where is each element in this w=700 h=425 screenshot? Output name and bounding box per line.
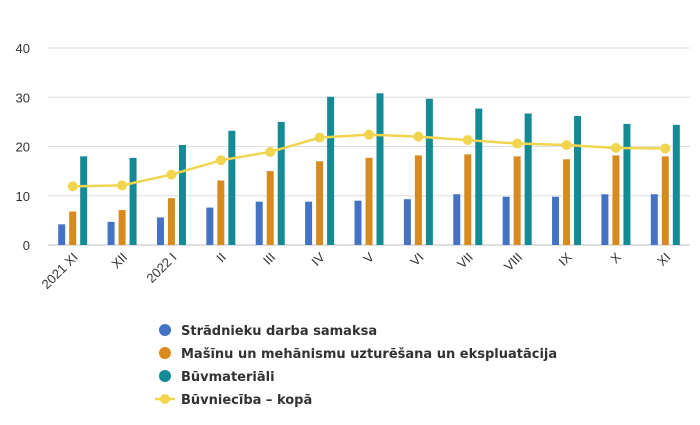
bar-wages[interactable] [58, 224, 66, 245]
legend-marker [159, 347, 171, 359]
legend-point-marker [160, 394, 170, 404]
bar-machinery[interactable] [69, 211, 77, 245]
point-total-construction[interactable] [166, 169, 177, 180]
bar-machinery[interactable] [167, 198, 175, 245]
point-total-construction[interactable] [561, 140, 572, 151]
x-tick-label: V [360, 249, 377, 266]
x-tick-label: VII [454, 250, 476, 272]
y-tick-label: 30 [16, 90, 30, 105]
bar-wages[interactable] [403, 199, 411, 245]
bar-materials[interactable] [228, 130, 236, 245]
x-tick-label: 2022 I [143, 250, 179, 286]
x-tick-label: VI [407, 250, 426, 269]
x-tick-label: VIII [501, 250, 525, 274]
bar-wages[interactable] [156, 217, 164, 245]
x-tick-label: X [607, 249, 624, 266]
legend-label[interactable]: Mašīnu un mehānismu uzturēšana un eksplu… [181, 347, 557, 362]
legend-label[interactable]: Strādnieku darba samaksa [181, 324, 377, 339]
point-total-construction[interactable] [265, 146, 276, 157]
bars-layer [58, 93, 680, 245]
y-tick-label: 0 [23, 238, 30, 253]
y-axis-tick-labels: 0 10 20 30 40 [16, 41, 30, 253]
bar-wages[interactable] [601, 194, 609, 245]
point-total-construction[interactable] [364, 129, 374, 140]
bar-materials[interactable] [425, 98, 433, 245]
bar-materials[interactable] [672, 124, 680, 245]
point-total-construction[interactable] [314, 132, 325, 143]
bar-wages[interactable] [650, 194, 658, 245]
bar-machinery[interactable] [612, 155, 620, 245]
x-tick-label: 2021 XI [39, 250, 81, 292]
bar-machinery[interactable] [464, 154, 472, 245]
bar-wages[interactable] [305, 201, 313, 245]
legend: Strādnieku darba samaksa Mašīnu un mehāni… [155, 324, 557, 408]
bar-materials[interactable] [277, 121, 285, 245]
bar-machinery[interactable] [217, 180, 225, 245]
bar-materials[interactable] [623, 123, 631, 245]
point-total-construction[interactable] [413, 131, 424, 142]
y-tick-label: 20 [16, 140, 30, 155]
line-layer [67, 129, 671, 192]
bar-machinery[interactable] [118, 210, 126, 245]
bar-machinery[interactable] [365, 157, 373, 245]
bar-materials[interactable] [574, 115, 582, 245]
bar-materials[interactable] [327, 96, 335, 245]
bar-wages[interactable] [453, 194, 461, 245]
x-tick-label: IX [555, 249, 575, 269]
bar-machinery[interactable] [513, 156, 521, 245]
bar-machinery[interactable] [563, 159, 571, 245]
legend-label[interactable]: Būvmateriāli [181, 370, 275, 385]
bar-wages[interactable] [502, 196, 510, 245]
point-total-construction[interactable] [610, 142, 621, 153]
legend-marker [159, 370, 171, 382]
bar-wages[interactable] [354, 200, 362, 245]
bar-materials[interactable] [376, 93, 384, 245]
bar-machinery[interactable] [266, 171, 274, 245]
bar-wages[interactable] [206, 207, 214, 245]
x-axis-tick-labels: 2021 XI XII 2022 I II III IV V VI VII VIII IX X XI [39, 249, 674, 292]
legend-marker [159, 324, 171, 336]
y-tick-label: 10 [16, 189, 30, 204]
bar-wages[interactable] [255, 201, 263, 245]
x-tick-label: III [260, 250, 278, 268]
legend-label[interactable]: Būvniecība – kopā [181, 393, 312, 408]
bar-materials[interactable] [178, 145, 186, 245]
point-total-construction[interactable] [462, 135, 473, 146]
point-total-construction[interactable] [660, 143, 671, 154]
bar-wages[interactable] [552, 196, 560, 245]
bar-machinery[interactable] [316, 161, 324, 245]
bar-wages[interactable] [107, 221, 115, 245]
bar-materials[interactable] [129, 157, 137, 245]
bar-materials[interactable] [524, 113, 532, 245]
point-total-construction[interactable] [117, 180, 128, 191]
x-tick-label: XI [654, 250, 673, 269]
point-total-construction[interactable] [67, 181, 78, 192]
x-tick-label: II [213, 250, 229, 266]
point-total-construction[interactable] [215, 155, 226, 166]
bar-machinery[interactable] [414, 155, 422, 245]
y-tick-label: 40 [16, 41, 30, 56]
bar-materials[interactable] [80, 156, 88, 245]
grid-layer [48, 47, 690, 246]
point-total-construction[interactable] [512, 138, 523, 149]
x-tick-label: IV [308, 249, 328, 269]
bar-materials[interactable] [475, 108, 483, 245]
bar-machinery[interactable] [661, 156, 669, 245]
x-tick-label: XII [108, 250, 130, 272]
